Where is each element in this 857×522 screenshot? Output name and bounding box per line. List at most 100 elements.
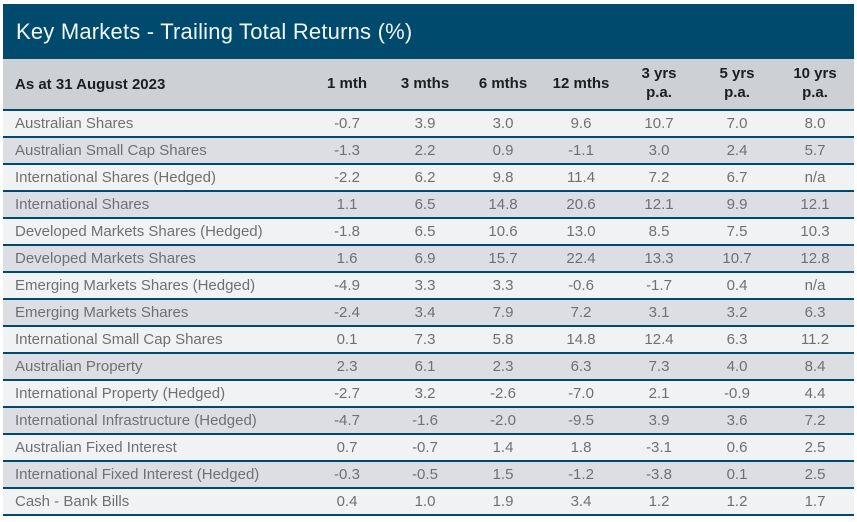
table-body: Australian Shares -0.7 3.9 3.0 9.6 10.7 7.0 8.0…: [3, 110, 854, 516]
return-value: 13.0: [542, 218, 620, 246]
return-value: 5.7: [776, 137, 854, 165]
return-value: -1.8: [308, 218, 386, 246]
return-value: 6.3: [698, 326, 776, 354]
return-value: -1.2: [542, 461, 620, 489]
return-value: 13.3: [620, 245, 698, 273]
column-header: 3 yrs p.a.: [620, 59, 698, 111]
return-value: 2.3: [308, 353, 386, 381]
return-value: 7.5: [698, 218, 776, 246]
return-value: -4.9: [308, 272, 386, 300]
return-value: 12.1: [776, 191, 854, 219]
return-value: 6.5: [386, 218, 464, 246]
return-value: 3.2: [698, 299, 776, 327]
return-value: 6.7: [698, 164, 776, 192]
return-value: 14.8: [542, 326, 620, 354]
return-value: 1.5: [464, 461, 542, 489]
return-value: 12.1: [620, 191, 698, 219]
return-value: 3.3: [386, 272, 464, 300]
return-value: 14.8: [464, 191, 542, 219]
return-value: 2.5: [776, 461, 854, 489]
column-header: 12 mths: [542, 59, 620, 111]
return-value: 4.0: [698, 353, 776, 381]
return-value: 3.2: [386, 380, 464, 408]
return-value: 0.4: [698, 272, 776, 300]
return-value: -1.1: [542, 137, 620, 165]
row-label: International Fixed Interest (Hedged): [3, 461, 308, 489]
return-value: 0.1: [308, 326, 386, 354]
return-value: 10.3: [776, 218, 854, 246]
row-label: Emerging Markets Shares (Hedged): [3, 272, 308, 300]
return-value: -9.5: [542, 407, 620, 435]
return-value: 11.2: [776, 326, 854, 354]
table-row: International Shares 1.1 6.5 14.8 20.6 12.1 9.…: [3, 191, 854, 219]
return-value: 7.2: [776, 407, 854, 435]
return-value: -4.7: [308, 407, 386, 435]
return-value: 10.7: [698, 245, 776, 273]
column-header: 10 yrs p.a.: [776, 59, 854, 111]
return-value: 0.9: [464, 137, 542, 165]
return-value: -7.0: [542, 380, 620, 408]
title-bar: Key Markets - Trailing Total Returns (%): [3, 4, 854, 59]
table-row: International Shares (Hedged) -2.2 6.2 9.8 1…: [3, 164, 854, 192]
return-value: 1.7: [776, 488, 854, 516]
return-value: -2.0: [464, 407, 542, 435]
table-row: Developed Markets Shares 1.6 6.9 15.7 22.4 13…: [3, 245, 854, 273]
return-value: 7.2: [542, 299, 620, 327]
table-row: Australian Property 2.3 6.1 2.3 6.3 7.3 4.0 8.4: [3, 353, 854, 381]
return-value: 11.4: [542, 164, 620, 192]
row-label: Australian Property: [3, 353, 308, 381]
table-row: Australian Fixed Interest 0.7 -0.7 1.4 1.8 -3…: [3, 434, 854, 462]
row-label: International Property (Hedged): [3, 380, 308, 408]
return-value: 6.2: [386, 164, 464, 192]
return-value: 1.2: [620, 488, 698, 516]
return-value: 1.2: [698, 488, 776, 516]
table-row: International Fixed Interest (Hedged) -0.…: [3, 461, 854, 489]
return-value: -0.7: [308, 110, 386, 138]
return-value: 1.9: [464, 488, 542, 516]
table-row: Emerging Markets Shares -2.4 3.4 7.9 7.2 3.1 3…: [3, 299, 854, 327]
return-value: 8.0: [776, 110, 854, 138]
table-row: International Small Cap Shares 0.1 7.3 5.8 1…: [3, 326, 854, 354]
return-value: 2.3: [464, 353, 542, 381]
return-value: -0.9: [698, 380, 776, 408]
row-label: Australian Small Cap Shares: [3, 137, 308, 165]
return-value: 3.0: [464, 110, 542, 138]
return-value: -0.7: [386, 434, 464, 462]
return-value: 6.9: [386, 245, 464, 273]
return-value: 2.2: [386, 137, 464, 165]
column-header: 5 yrs p.a.: [698, 59, 776, 111]
return-value: 4.4: [776, 380, 854, 408]
return-value: -2.7: [308, 380, 386, 408]
return-value: 6.1: [386, 353, 464, 381]
return-value: 0.4: [308, 488, 386, 516]
return-value: 2.1: [620, 380, 698, 408]
return-value: 1.0: [386, 488, 464, 516]
return-value: -2.4: [308, 299, 386, 327]
return-value: 1.4: [464, 434, 542, 462]
return-value: 1.8: [542, 434, 620, 462]
table-row: Emerging Markets Shares (Hedged) -4.9 3.3 3…: [3, 272, 854, 300]
return-value: n/a: [776, 272, 854, 300]
return-value: -0.3: [308, 461, 386, 489]
table-row: Australian Shares -0.7 3.9 3.0 9.6 10.7 7.0 8.0: [3, 110, 854, 138]
return-value: 22.4: [542, 245, 620, 273]
row-label: Cash - Bank Bills: [3, 488, 308, 516]
return-value: 1.1: [308, 191, 386, 219]
row-label: Developed Markets Shares: [3, 245, 308, 273]
return-value: 15.7: [464, 245, 542, 273]
return-value: 8.4: [776, 353, 854, 381]
return-value: 3.6: [698, 407, 776, 435]
return-value: 0.1: [698, 461, 776, 489]
return-value: 0.7: [308, 434, 386, 462]
row-label: International Small Cap Shares: [3, 326, 308, 354]
return-value: 6.3: [542, 353, 620, 381]
return-value: 7.3: [386, 326, 464, 354]
return-value: 7.9: [464, 299, 542, 327]
as-at-date-label: As at 31 August 2023: [3, 59, 308, 111]
return-value: 3.4: [386, 299, 464, 327]
return-value: 2.4: [698, 137, 776, 165]
table-row: Developed Markets Shares (Hedged) -1.8 6.5…: [3, 218, 854, 246]
return-value: -1.6: [386, 407, 464, 435]
return-value: 1.6: [308, 245, 386, 273]
